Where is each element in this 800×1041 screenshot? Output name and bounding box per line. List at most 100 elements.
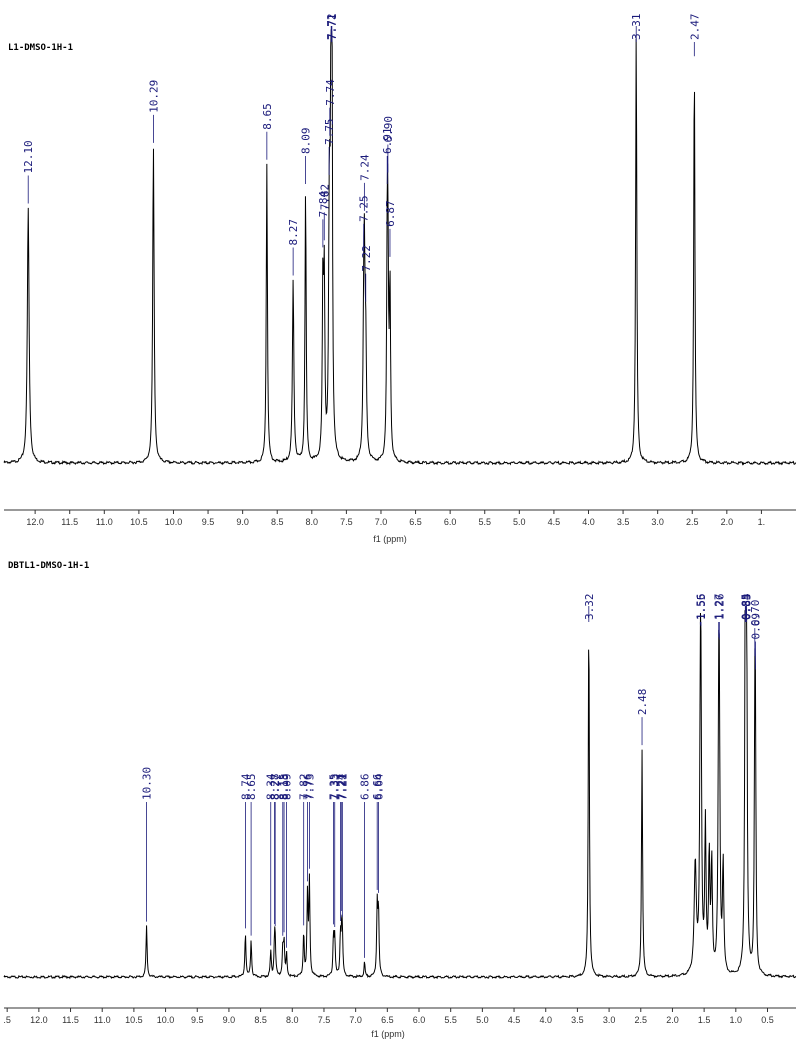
- x-tick-label: 6.0: [413, 1015, 426, 1025]
- x-tick-label: 8.0: [286, 1015, 299, 1025]
- peak-label: 1.27: [713, 594, 726, 621]
- x-tick-label: 8.5: [271, 517, 284, 527]
- x-tick-label: 2.0: [721, 517, 734, 527]
- peak-label: 0.83: [741, 594, 754, 621]
- peak-label: 8.28: [269, 774, 282, 801]
- peak-label: 2.48: [636, 689, 649, 716]
- x-tick-label: 7.0: [375, 517, 388, 527]
- peak-label: 8.27: [269, 774, 282, 801]
- peak-label: 7.76: [301, 774, 314, 801]
- x-tick-label: 12.0: [30, 1015, 48, 1025]
- x-tick-label: 7.5: [340, 517, 353, 527]
- x-tick-label: 10.0: [165, 517, 183, 527]
- peak-label: 2.47: [688, 14, 701, 41]
- peak-label: 8.09: [281, 774, 294, 801]
- peak-label: 8.34: [265, 773, 278, 800]
- peak-label: 6.66: [371, 774, 384, 801]
- x-axis-label: f1 (ppm): [373, 534, 407, 544]
- x-tick-label: 8.5: [254, 1015, 267, 1025]
- x-tick-label: 11.5: [61, 517, 78, 527]
- x-tick-label: 11.0: [94, 1015, 111, 1025]
- panel-title: DBTL1-DMSO-1H-1: [8, 561, 89, 571]
- x-tick-label: 3.5: [571, 1015, 584, 1025]
- x-tick-label: 3.5: [617, 517, 630, 527]
- peak-label: 8.27: [287, 219, 300, 246]
- peak-label: 7.21: [336, 774, 349, 801]
- spectrum-trace: [3, 608, 797, 980]
- x-tick-label: 10.5: [130, 517, 148, 527]
- spectrum-trace: [3, 29, 797, 466]
- peak-label: 3.32: [583, 594, 596, 621]
- peak-label: 7.82: [318, 184, 331, 211]
- peak-label: 6.90: [382, 116, 395, 143]
- peak-label: 7.25: [358, 195, 371, 222]
- x-axis-label: f1 (ppm): [371, 1029, 405, 1039]
- peak-label: 7.35: [327, 774, 340, 801]
- x-tick-label: 8.0: [306, 517, 319, 527]
- peak-label: 8.65: [245, 774, 258, 801]
- peak-label: 6.64: [372, 773, 385, 800]
- x-tick-label: 7.0: [349, 1015, 362, 1025]
- peak-label: 7.24: [358, 154, 371, 181]
- peak-label: 6.86: [359, 774, 372, 801]
- spectrum-panel-dbtl1: DBTL1-DMSO-1H-1 f1 (ppm) .5 12.0 11.5 11.0 1…: [3, 561, 797, 1039]
- peak-label: 3.31: [630, 14, 643, 41]
- peak-label: 7.71: [326, 14, 339, 41]
- peak-label: 1.55: [695, 594, 708, 621]
- x-tick-label: 9.5: [191, 1015, 204, 1025]
- x-tick-label: 9.0: [223, 1015, 236, 1025]
- peak-label: 0.69: [749, 613, 762, 640]
- panel-title: L1-DMSO-1H-1: [8, 43, 73, 53]
- peak-label: 1.26: [713, 594, 726, 621]
- peak-label: 1.56: [694, 594, 707, 621]
- x-tick-label: 6.5: [381, 1015, 394, 1025]
- peak-label: 7.24: [334, 773, 347, 800]
- peak-label: 7.74: [324, 79, 337, 106]
- x-tick-label: 11.0: [96, 517, 113, 527]
- x-tick-label: 4.0: [539, 1015, 552, 1025]
- x-tick-label: 5.0: [513, 517, 526, 527]
- peak-label: 6.91: [381, 127, 394, 154]
- spectrum-panel-l1: L1-DMSO-1H-1 f1 (ppm) 12.0 11.5 11.0 10.5 10…: [3, 14, 797, 544]
- peak-label: 0.70: [749, 600, 762, 627]
- x-tick-label: 4.5: [548, 517, 561, 527]
- peak-label: 8.65: [261, 103, 274, 130]
- peak-label: 8.13: [278, 774, 291, 801]
- x-tick-label: 10.5: [125, 1015, 143, 1025]
- x-tick-label: 1.: [758, 517, 766, 527]
- x-tick-label: 5.0: [476, 1015, 489, 1025]
- x-tick-label: 5.5: [478, 517, 491, 527]
- peak-label: 7.22: [336, 774, 349, 801]
- x-tick-label: .5: [3, 1015, 11, 1025]
- x-tick-label: 4.0: [582, 517, 595, 527]
- x-tick-label: 3.0: [651, 517, 664, 527]
- peak-label: 8.15: [277, 774, 290, 801]
- peak-label: 10.30: [141, 767, 154, 800]
- peak-label: 7.22: [360, 245, 373, 272]
- x-tick-label: 0.5: [761, 1015, 774, 1025]
- peak-label: 12.10: [22, 140, 35, 173]
- x-tick-label: 9.0: [236, 517, 249, 527]
- x-tick-label: 7.5: [318, 1015, 331, 1025]
- peak-label: 7.82: [298, 774, 311, 801]
- x-tick-label: 11.5: [62, 1015, 79, 1025]
- x-tick-label: 4.5: [508, 1015, 521, 1025]
- x-tick-label: 3.0: [603, 1015, 616, 1025]
- x-tick-label: 2.5: [686, 517, 699, 527]
- x-tick-label: 9.5: [202, 517, 215, 527]
- x-tick-label: 5.5: [444, 1015, 457, 1025]
- x-tick-label: 10.0: [157, 1015, 175, 1025]
- peak-label: 6.87: [384, 200, 397, 227]
- peak-label: 10.29: [147, 80, 160, 113]
- x-tick-label: 12.0: [26, 517, 44, 527]
- x-tick-label: 6.5: [409, 517, 422, 527]
- x-tick-label: 1.0: [730, 1015, 743, 1025]
- peak-label: 7.33: [329, 774, 342, 801]
- peak-label: 8.74: [239, 773, 252, 800]
- x-tick-label: 6.0: [444, 517, 457, 527]
- x-tick-label: 2.0: [666, 1015, 679, 1025]
- peak-label: 8.09: [300, 127, 313, 154]
- x-tick-label: 2.5: [635, 1015, 648, 1025]
- x-tick-label: 1.5: [698, 1015, 711, 1025]
